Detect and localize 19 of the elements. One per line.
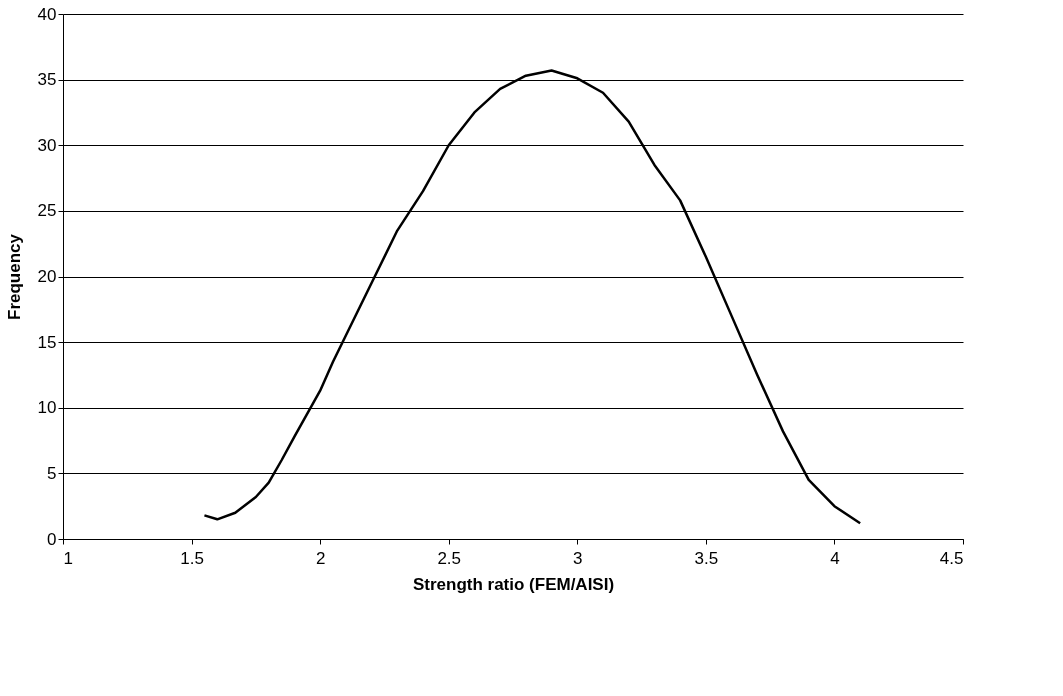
y-tick-label: 10: [37, 398, 57, 418]
x-tick-label: 3.5: [694, 548, 719, 568]
y-tick-label: 25: [37, 201, 57, 221]
x-tick-label: 3: [573, 548, 583, 568]
x-tick-label: 2: [315, 548, 326, 568]
y-axis-title: Frequency: [4, 233, 24, 320]
y-tick-label: 20: [37, 267, 57, 286]
y-tick-label: 30: [37, 135, 57, 155]
y-tick-label: 40: [37, 4, 57, 24]
y-tick-label: 0: [47, 529, 57, 549]
x-tick-label: 4: [830, 548, 840, 568]
x-tick-label: 1: [63, 548, 73, 568]
x-tick-label: 4.5: [939, 548, 964, 568]
y-tick-label: 15: [37, 332, 57, 352]
x-tick-label: 2.5: [437, 548, 462, 568]
y-tick-label: 5: [47, 463, 57, 483]
y-tick-label: 35: [37, 70, 57, 90]
x-axis-title: Strength ratio (FEM/AISI): [412, 574, 615, 594]
x-tick-label: 1.5: [180, 548, 204, 568]
